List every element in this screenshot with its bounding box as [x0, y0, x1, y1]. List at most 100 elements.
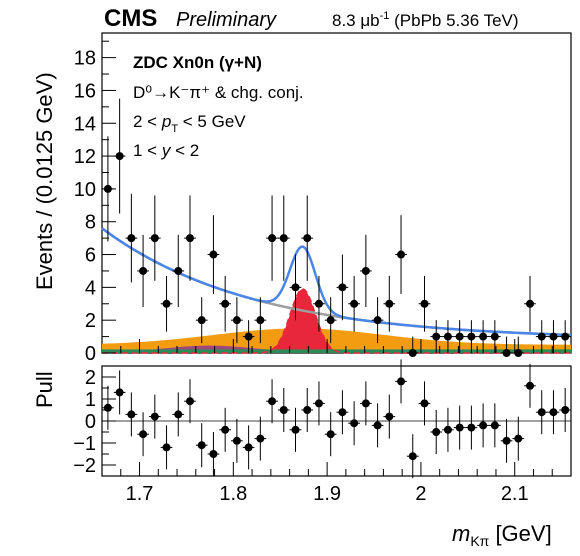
pull-point [408, 452, 417, 461]
x-axis-title: mKπ [GeV] [452, 521, 552, 549]
data-point [127, 234, 136, 243]
main-y-tick-label: 8 [85, 212, 96, 234]
pull-point [502, 436, 511, 445]
data-point [561, 332, 570, 341]
x-tick-label: 1.8 [219, 483, 247, 505]
data-point [303, 234, 312, 243]
main-y-tick-label: 14 [74, 113, 96, 135]
pull-point [268, 397, 277, 406]
data-point [268, 234, 277, 243]
data-point [420, 299, 429, 308]
pull-point [549, 408, 558, 417]
data-point [185, 234, 194, 243]
data-point [139, 266, 148, 275]
data-point [256, 316, 265, 325]
data-point [443, 332, 452, 341]
data-point [361, 266, 370, 275]
pull-point [279, 406, 288, 414]
combinatorial-curve [101, 227, 572, 337]
pull-point [326, 430, 335, 439]
pull-point [185, 397, 194, 406]
pull-y-tick-label: 1 [85, 389, 96, 411]
legend-line-1: ZDC Xn0n (γ+N) [133, 53, 262, 72]
pull-point [127, 410, 136, 419]
data-point [197, 316, 206, 325]
pull-point [314, 399, 323, 408]
main-axis-layer: 0 2 4 6 8 10 12 14 16 18 [74, 40, 553, 365]
pull-point [455, 423, 464, 432]
data-point [526, 299, 535, 308]
main-y-tick-label: 10 [74, 179, 96, 201]
legend-block: ZDC Xn0n (γ+N) D⁰→K⁻π⁺ & chg. conj. 2 < … [133, 53, 304, 160]
main-y-tick-label: 2 [85, 310, 96, 332]
main-y-axis-title: Events / (0.0125 GeV) [32, 72, 57, 290]
main-y-tick-label: 12 [74, 146, 96, 168]
pull-point [291, 425, 300, 434]
main-y-tick-label: 18 [74, 48, 96, 70]
data-point [338, 283, 347, 292]
pull-point [526, 381, 535, 390]
pull-point [385, 412, 394, 421]
data-point [455, 332, 464, 341]
pull-point [443, 425, 452, 434]
pull-point-layer [102, 359, 572, 479]
data-point [432, 332, 441, 341]
pull-point [232, 436, 241, 445]
data-point [209, 250, 218, 259]
data-point [279, 234, 288, 243]
data-point [350, 299, 359, 308]
data-point [244, 332, 253, 341]
pull-point [490, 421, 499, 430]
pull-y-tick-label: 0 [85, 411, 96, 433]
data-point [232, 316, 241, 325]
pull-point [209, 450, 218, 458]
pull-point [373, 421, 382, 430]
data-point [408, 349, 417, 357]
legend-line-3: 2 < pT < 5 GeV [133, 112, 246, 135]
pull-point [432, 428, 441, 436]
pull-point [350, 419, 359, 428]
pull-point [174, 410, 183, 419]
pull-point [397, 377, 406, 386]
data-point [490, 332, 499, 341]
total-fit-curve [101, 227, 572, 337]
x-tick-label: 2.1 [501, 483, 529, 505]
legend-line-4: 1 < y < 2 [133, 141, 199, 160]
data-point [221, 299, 230, 308]
signal-dashed-line [102, 288, 571, 354]
x-tick-label: 1.9 [313, 483, 341, 505]
pull-point [361, 399, 370, 408]
pull-point [467, 423, 476, 432]
data-point [115, 152, 124, 161]
pull-y-tick-label: −1 [73, 433, 96, 455]
data-point [385, 299, 394, 308]
data-point [549, 332, 558, 341]
data-point [291, 283, 300, 292]
legend-line-2: D⁰→K⁻π⁺ & chg. conj. [133, 83, 304, 102]
status-label: Preliminary [176, 9, 277, 31]
main-y-tick-label: 16 [74, 80, 96, 102]
pull-point [115, 388, 124, 397]
pull-point [162, 443, 171, 452]
pull-point [256, 434, 265, 443]
pull-y-tick-label: −2 [73, 455, 96, 477]
main-y-tick-label: 4 [85, 277, 96, 299]
lumi-label: 8.3 μb-1 (PbPb 5.36 TeV) [332, 10, 519, 30]
main-panel: 0 2 4 6 8 10 12 14 16 18 Events / (0.0125 GeV) [32, 32, 572, 365]
data-point [314, 299, 323, 308]
main-y-tick-label: 6 [85, 245, 96, 267]
pull-y-axis-title: Pull [32, 371, 57, 408]
data-point [537, 332, 546, 341]
data-point [174, 266, 183, 275]
pull-point [514, 434, 523, 443]
pull-point [197, 441, 206, 450]
experiment-label: CMS [104, 5, 157, 32]
main-fill-layer [102, 289, 571, 353]
x-tick-label: 1.7 [126, 483, 154, 505]
data-point [326, 316, 335, 325]
pull-point [139, 430, 148, 439]
main-y-tick-label: 0 [85, 343, 96, 365]
